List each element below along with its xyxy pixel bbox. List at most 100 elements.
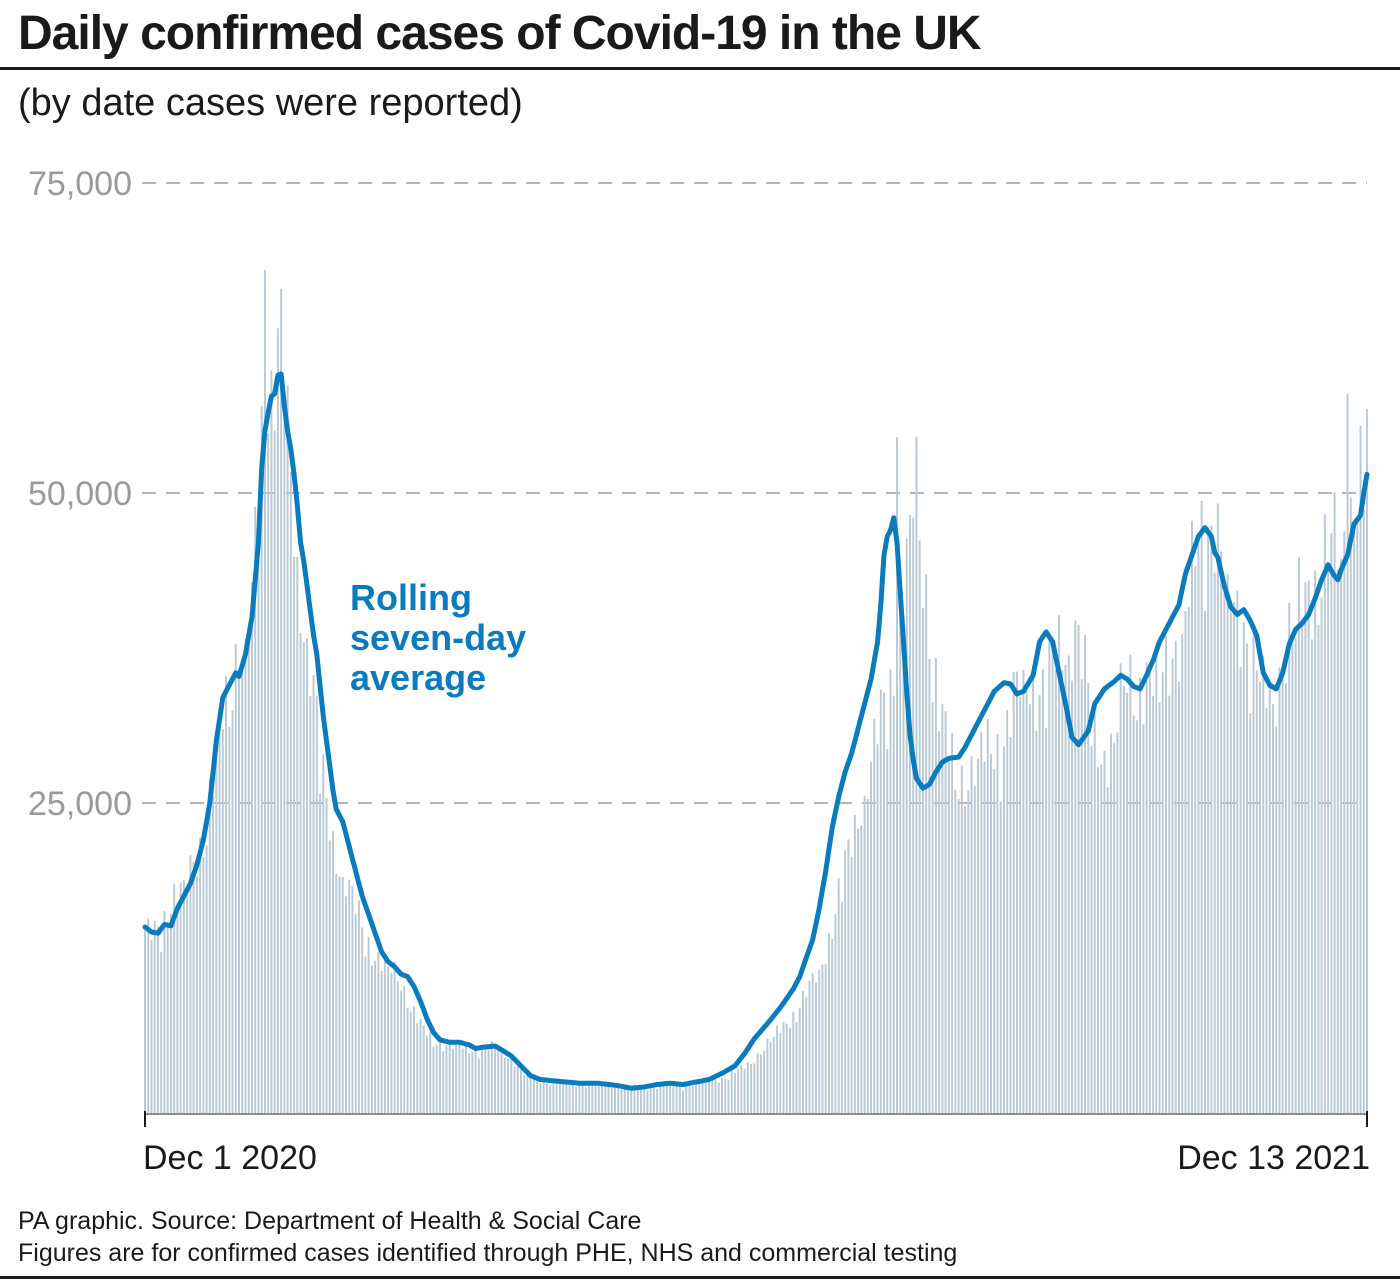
bar-day-163 xyxy=(672,1086,675,1113)
bar-day-9 xyxy=(173,883,176,1113)
bar-day-283 xyxy=(1061,670,1064,1113)
bar-day-142 xyxy=(604,1084,607,1113)
bar-day-213 xyxy=(834,913,837,1113)
bar-day-371 xyxy=(1346,393,1349,1113)
bar-day-220 xyxy=(857,828,860,1113)
bar-day-62 xyxy=(344,896,347,1113)
bar-day-248 xyxy=(947,760,950,1113)
bar-day-215 xyxy=(840,901,843,1113)
bar-day-350 xyxy=(1278,667,1281,1113)
bar-day-185 xyxy=(743,1068,746,1113)
daily-case-bars xyxy=(144,269,1368,1114)
bar-day-20 xyxy=(208,778,211,1113)
chart-subtitle: (by date cases were reported) xyxy=(18,82,523,124)
bar-day-51 xyxy=(309,696,312,1113)
y-axis-labels: 25,000 50,000 75,000 xyxy=(28,165,132,823)
bar-day-271 xyxy=(1022,670,1025,1113)
bar-day-76 xyxy=(390,972,393,1113)
bar-day-66 xyxy=(357,900,360,1113)
bar-day-337 xyxy=(1236,590,1239,1113)
bar-day-170 xyxy=(695,1080,698,1113)
bar-day-287 xyxy=(1074,620,1077,1113)
chart-title: Daily confirmed cases of Covid-19 in the… xyxy=(18,7,982,60)
bar-day-26 xyxy=(228,726,231,1113)
bar-day-15 xyxy=(192,861,195,1113)
bar-day-291 xyxy=(1087,683,1090,1113)
bar-day-364 xyxy=(1323,514,1326,1113)
bar-day-363 xyxy=(1320,597,1323,1113)
bar-day-32 xyxy=(247,644,250,1113)
bar-day-85 xyxy=(419,1018,422,1113)
bar-day-116 xyxy=(520,1067,522,1113)
bar-day-179 xyxy=(724,1078,727,1113)
bar-day-49 xyxy=(302,642,305,1113)
bar-day-204 xyxy=(805,997,808,1113)
bar-day-97 xyxy=(458,1043,461,1113)
bar-day-61 xyxy=(341,877,344,1113)
bar-day-268 xyxy=(1012,672,1015,1113)
bar-day-139 xyxy=(594,1084,597,1113)
bar-day-103 xyxy=(477,1058,480,1113)
bar-day-25 xyxy=(225,676,228,1113)
bar-day-254 xyxy=(967,790,970,1113)
bar-day-276 xyxy=(1038,695,1041,1113)
bar-day-188 xyxy=(753,1063,756,1113)
bar-day-65 xyxy=(354,914,357,1113)
bar-day-236 xyxy=(908,514,911,1113)
bar-day-361 xyxy=(1314,570,1317,1113)
bar-day-206 xyxy=(811,973,814,1113)
bar-day-18 xyxy=(202,856,205,1113)
bar-day-296 xyxy=(1103,751,1106,1113)
bar-day-214 xyxy=(837,878,840,1113)
bar-day-304 xyxy=(1129,654,1132,1113)
bar-day-181 xyxy=(730,1070,733,1113)
bar-day-36 xyxy=(260,406,263,1113)
bar-day-241 xyxy=(925,574,928,1113)
bar-day-328 xyxy=(1207,526,1210,1113)
bar-day-280 xyxy=(1051,650,1054,1113)
bar-day-70 xyxy=(370,965,373,1113)
bar-day-299 xyxy=(1113,743,1116,1113)
y-tick-label-50000: 50,000 xyxy=(28,475,132,513)
bar-day-80 xyxy=(403,986,406,1113)
bar-day-212 xyxy=(831,939,834,1113)
bar-day-4 xyxy=(156,926,159,1113)
bar-day-111 xyxy=(503,1057,506,1113)
bar-day-295 xyxy=(1100,764,1103,1113)
rolling-average-line xyxy=(142,371,1370,1091)
bar-day-56 xyxy=(325,797,328,1113)
bar-day-308 xyxy=(1142,724,1145,1113)
bar-day-263 xyxy=(996,734,999,1113)
bar-day-120 xyxy=(532,1079,535,1113)
bar-day-338 xyxy=(1239,666,1242,1113)
bar-day-339 xyxy=(1242,622,1245,1113)
bar-day-242 xyxy=(928,658,931,1113)
bar-day-67 xyxy=(361,927,364,1113)
bar-day-261 xyxy=(990,753,992,1113)
bar-day-90 xyxy=(435,1044,438,1113)
bar-day-273 xyxy=(1028,704,1031,1113)
bar-day-176 xyxy=(714,1079,717,1113)
bar-day-106 xyxy=(487,1049,490,1113)
bar-day-356 xyxy=(1297,556,1300,1113)
bar-day-136 xyxy=(584,1087,587,1113)
bar-day-226 xyxy=(876,744,879,1113)
bar-day-190 xyxy=(759,1054,762,1113)
bar-day-305 xyxy=(1132,715,1135,1113)
bar-day-86 xyxy=(422,1025,425,1113)
bar-day-7 xyxy=(166,922,169,1113)
bar-day-330 xyxy=(1213,572,1216,1113)
bar-day-45 xyxy=(289,471,292,1113)
bar-day-359 xyxy=(1307,580,1310,1113)
bar-day-0 xyxy=(144,930,146,1113)
bar-day-74 xyxy=(383,954,386,1113)
bar-day-253 xyxy=(964,806,967,1113)
bar-day-73 xyxy=(380,970,383,1113)
bar-day-160 xyxy=(662,1085,665,1113)
bar-day-286 xyxy=(1071,680,1074,1113)
bar-day-16 xyxy=(195,876,198,1113)
footer-rule xyxy=(0,1276,1400,1279)
bar-day-114 xyxy=(513,1066,516,1113)
bar-day-303 xyxy=(1126,692,1129,1113)
bar-day-34 xyxy=(254,506,257,1113)
